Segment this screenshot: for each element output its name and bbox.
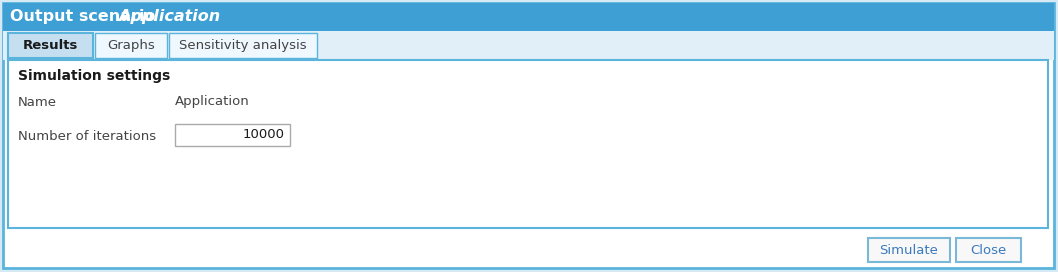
Text: Simulate: Simulate bbox=[879, 243, 938, 256]
FancyBboxPatch shape bbox=[3, 31, 1054, 60]
Text: Close: Close bbox=[970, 243, 1006, 256]
Text: Output scenario: Output scenario bbox=[10, 10, 161, 24]
Text: 10000: 10000 bbox=[243, 128, 285, 141]
FancyBboxPatch shape bbox=[3, 3, 1054, 268]
FancyBboxPatch shape bbox=[956, 238, 1021, 262]
Text: Results: Results bbox=[23, 39, 78, 52]
FancyBboxPatch shape bbox=[8, 60, 1048, 228]
Text: Application: Application bbox=[118, 10, 220, 24]
FancyBboxPatch shape bbox=[8, 33, 93, 58]
FancyBboxPatch shape bbox=[868, 238, 950, 262]
Text: Name: Name bbox=[18, 95, 57, 109]
FancyBboxPatch shape bbox=[169, 33, 317, 58]
Text: Number of iterations: Number of iterations bbox=[18, 129, 157, 143]
FancyBboxPatch shape bbox=[175, 124, 290, 146]
Text: Graphs: Graphs bbox=[107, 39, 154, 52]
FancyBboxPatch shape bbox=[3, 3, 1054, 31]
FancyBboxPatch shape bbox=[95, 33, 167, 58]
Text: Simulation settings: Simulation settings bbox=[18, 69, 170, 83]
Text: Application: Application bbox=[175, 95, 250, 109]
Text: Sensitivity analysis: Sensitivity analysis bbox=[179, 39, 307, 52]
